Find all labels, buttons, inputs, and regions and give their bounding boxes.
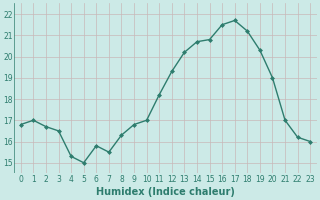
X-axis label: Humidex (Indice chaleur): Humidex (Indice chaleur) — [96, 187, 235, 197]
